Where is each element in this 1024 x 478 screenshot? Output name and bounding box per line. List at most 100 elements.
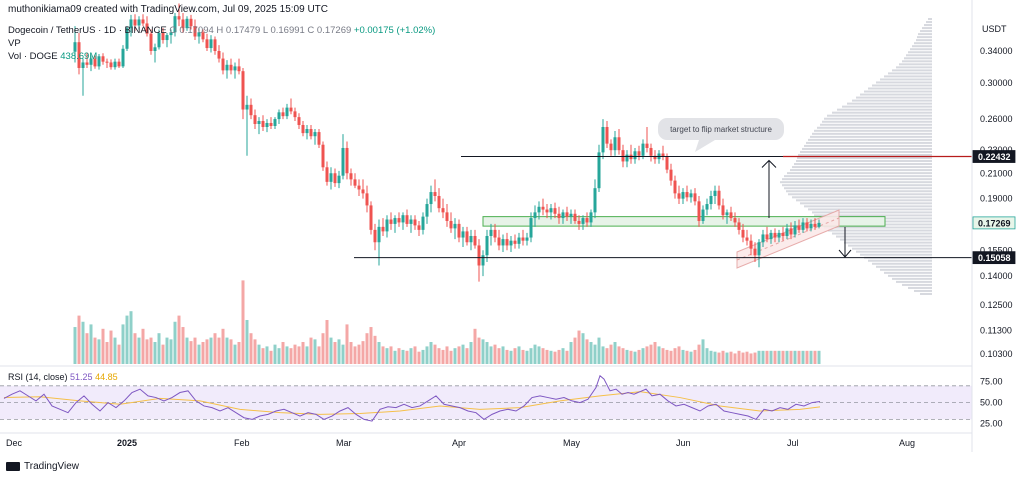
candle-body xyxy=(281,112,285,117)
candle-body xyxy=(577,220,581,224)
candle-body xyxy=(437,195,441,209)
candle-body xyxy=(425,204,429,217)
rsi-ma-value: 44.85 xyxy=(95,372,118,382)
rsi-line xyxy=(3,374,821,422)
candle-body xyxy=(505,239,509,246)
volume-profile-bar xyxy=(880,268,932,271)
volume-bar xyxy=(697,344,701,364)
candle-body xyxy=(109,62,113,68)
legend-vp-row[interactable]: VP xyxy=(8,38,21,49)
candle-body xyxy=(689,193,693,198)
price-tick-label: 0.26000 xyxy=(980,114,1013,124)
volume-bar xyxy=(421,349,425,364)
tradingview-brand-text: TradingView xyxy=(24,461,80,472)
candle-body xyxy=(565,212,569,217)
candle-body xyxy=(409,219,413,224)
candle-body xyxy=(769,232,773,240)
candle-body xyxy=(813,223,817,227)
volume-profile-bar xyxy=(847,102,932,105)
candle-body xyxy=(589,212,593,223)
legend-volume-row[interactable]: Vol · DOGE 438.69M xyxy=(8,50,435,63)
volume-bar xyxy=(529,348,533,364)
volume-bar xyxy=(457,346,461,364)
volume-bar xyxy=(677,346,681,364)
volume-bar xyxy=(225,337,229,364)
volume-bar xyxy=(437,348,441,364)
candle-body xyxy=(605,126,609,144)
price-tick-label: 0.11300 xyxy=(980,325,1012,335)
volume-profile-bar xyxy=(908,286,932,289)
candle-body xyxy=(581,218,585,224)
candle-body xyxy=(157,32,161,48)
volume-bar xyxy=(577,330,581,364)
callout-bubble xyxy=(658,118,784,152)
candle-body xyxy=(569,213,573,217)
candle-body xyxy=(545,209,549,213)
candle-body xyxy=(809,223,813,229)
volume-profile-bar xyxy=(792,196,932,199)
volume-bar xyxy=(137,337,141,364)
volume-bar xyxy=(489,346,493,364)
volume-bar xyxy=(509,350,513,364)
volume-bar xyxy=(705,348,709,364)
rsi-tick-label: 25.00 xyxy=(980,419,1003,429)
volume-bar xyxy=(133,333,137,364)
candle-body xyxy=(385,219,389,232)
volume-bar xyxy=(109,330,113,364)
volume-bar xyxy=(445,346,449,364)
volume-bar xyxy=(637,349,641,364)
candle-body xyxy=(345,147,349,174)
chart-header: muthonikiama09 created with TradingView.… xyxy=(8,4,328,15)
candle-body xyxy=(169,32,173,36)
volume-profile-bar xyxy=(856,96,932,99)
volume-bar xyxy=(269,350,273,364)
candle-body xyxy=(341,147,345,176)
candle-body xyxy=(189,18,193,27)
candle-body xyxy=(413,219,417,226)
candle-body xyxy=(797,225,801,230)
volume-bar xyxy=(797,350,801,364)
candle-body xyxy=(661,153,665,157)
volume-bar xyxy=(333,342,337,364)
candle-body xyxy=(737,222,741,230)
candle-body xyxy=(449,220,453,229)
volume-profile-bar xyxy=(852,99,932,102)
volume-bar xyxy=(329,337,333,364)
volume-bar xyxy=(625,349,629,364)
rsi-tick-label: 75.00 xyxy=(980,377,1003,387)
volume-bar xyxy=(441,349,445,364)
candle-body xyxy=(85,62,89,65)
volume-profile-bar xyxy=(902,60,932,63)
candle-body xyxy=(77,42,81,68)
rsi-tick-label: 50.00 xyxy=(980,398,1003,408)
volume-profile-bar xyxy=(844,241,932,244)
volume-bar xyxy=(777,350,781,364)
volume-profile-bar xyxy=(896,280,932,283)
volume-profile-bar xyxy=(802,147,932,150)
symbol-name[interactable]: Dogecoin / TetherUS · 1D · BINANCE xyxy=(8,25,167,36)
rsi-ma-line xyxy=(3,391,821,415)
price-axis: USDT0.340000.300000.260000.230000.210000… xyxy=(971,0,1016,452)
volume-bar xyxy=(569,342,573,364)
volume-bar xyxy=(493,344,497,364)
volume-bar xyxy=(313,339,317,364)
candle-body xyxy=(421,216,425,230)
candle-body xyxy=(453,223,457,229)
volume-profile-bar xyxy=(824,117,932,120)
volume-bar xyxy=(289,348,293,364)
volume-bar xyxy=(737,350,741,364)
candle-body xyxy=(681,192,685,199)
volume-bar xyxy=(817,350,821,364)
volume-bar xyxy=(89,324,93,364)
volume-bar xyxy=(477,337,481,364)
candle-body xyxy=(801,222,805,230)
time-tick-label: Jul xyxy=(787,438,799,448)
tradingview-branding[interactable]: TradingView xyxy=(6,461,79,472)
volume-profile-bar xyxy=(827,114,932,117)
volume-bar xyxy=(617,346,621,364)
candle-body xyxy=(181,19,185,29)
volume-bar xyxy=(769,350,773,364)
candle-body xyxy=(537,206,541,213)
candle-body xyxy=(233,66,237,71)
